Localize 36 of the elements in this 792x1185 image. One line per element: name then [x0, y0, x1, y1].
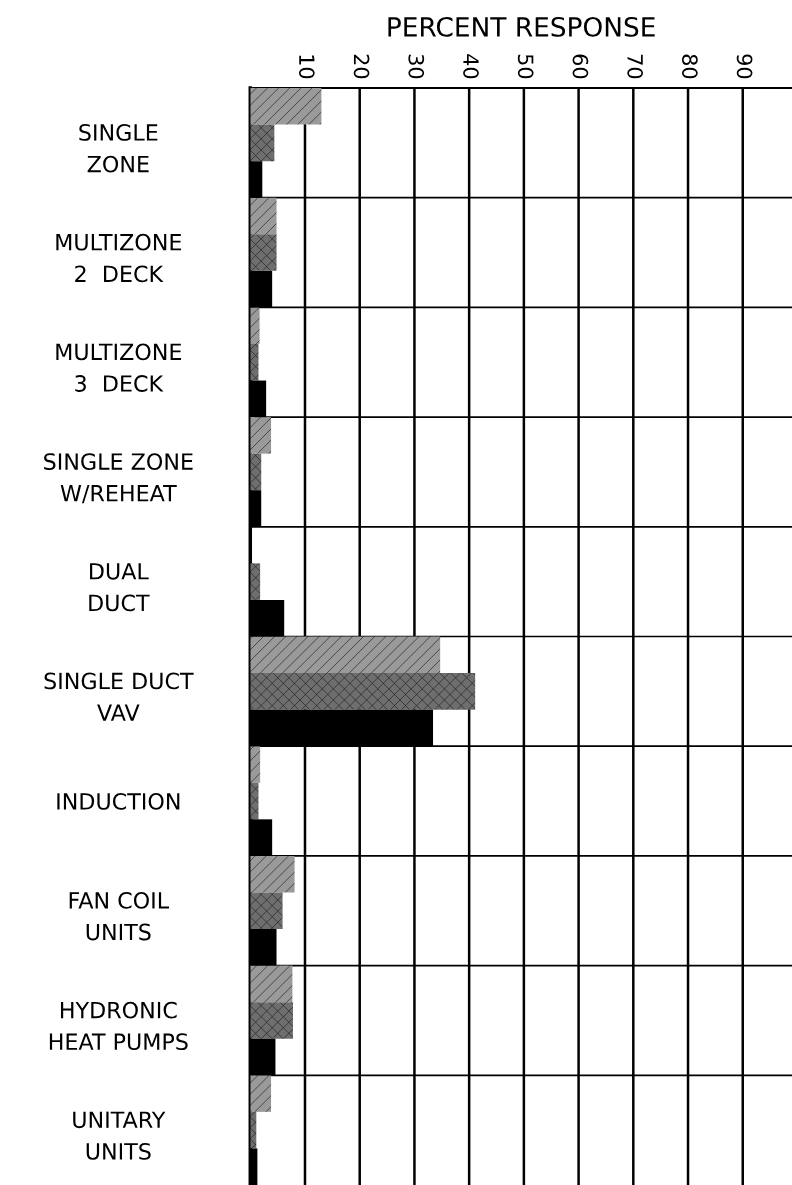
bar — [250, 234, 277, 271]
y-tick-label: MULTIZONE 2 DECK — [56, 233, 182, 283]
bar — [250, 1075, 272, 1112]
x-axis-title: PERCENT RESPONSE — [388, 16, 655, 37]
y-tick-label: SINGLE ZONE — [79, 124, 158, 173]
x-tick-label: 50 — [517, 54, 534, 79]
y-tick-label: DUAL DUCT — [89, 563, 150, 612]
bar — [250, 855, 295, 893]
bar — [250, 197, 277, 235]
bar — [250, 307, 260, 344]
x-tick-label: 90 — [736, 54, 753, 79]
x-tick-label: 20 — [353, 54, 370, 79]
bar — [250, 1002, 293, 1039]
y-tick-label: SINGLE ZONE W/REHEAT — [44, 453, 193, 504]
x-tick-label: 60 — [572, 54, 589, 79]
bar — [250, 453, 262, 491]
y-tick-label: SINGLE DUCT VAV — [44, 672, 194, 721]
bar — [250, 965, 293, 1003]
y-tick-label: HYDRONIC HEAT PUMPS — [49, 1001, 188, 1051]
bar — [250, 636, 441, 674]
y-tick-label: FAN COIL UNITS — [69, 891, 169, 941]
x-tick-label: 40 — [463, 54, 479, 79]
bar — [250, 892, 283, 930]
x-tick-label: 30 — [408, 54, 425, 79]
bar — [250, 417, 272, 454]
bar — [250, 88, 322, 125]
x-tick-label: 10 — [298, 55, 315, 79]
bar — [250, 124, 275, 162]
y-tick-label: MULTIZONE 3 DECK — [56, 343, 182, 392]
x-tick-label: 80 — [681, 54, 698, 79]
bar — [250, 746, 261, 783]
bar — [250, 563, 261, 600]
y-tick-label: UNITARY UNITS — [73, 1111, 166, 1160]
bar — [250, 673, 476, 710]
x-tick-label: 70 — [627, 54, 644, 79]
y-tick-label: INDUCTION — [57, 793, 180, 810]
